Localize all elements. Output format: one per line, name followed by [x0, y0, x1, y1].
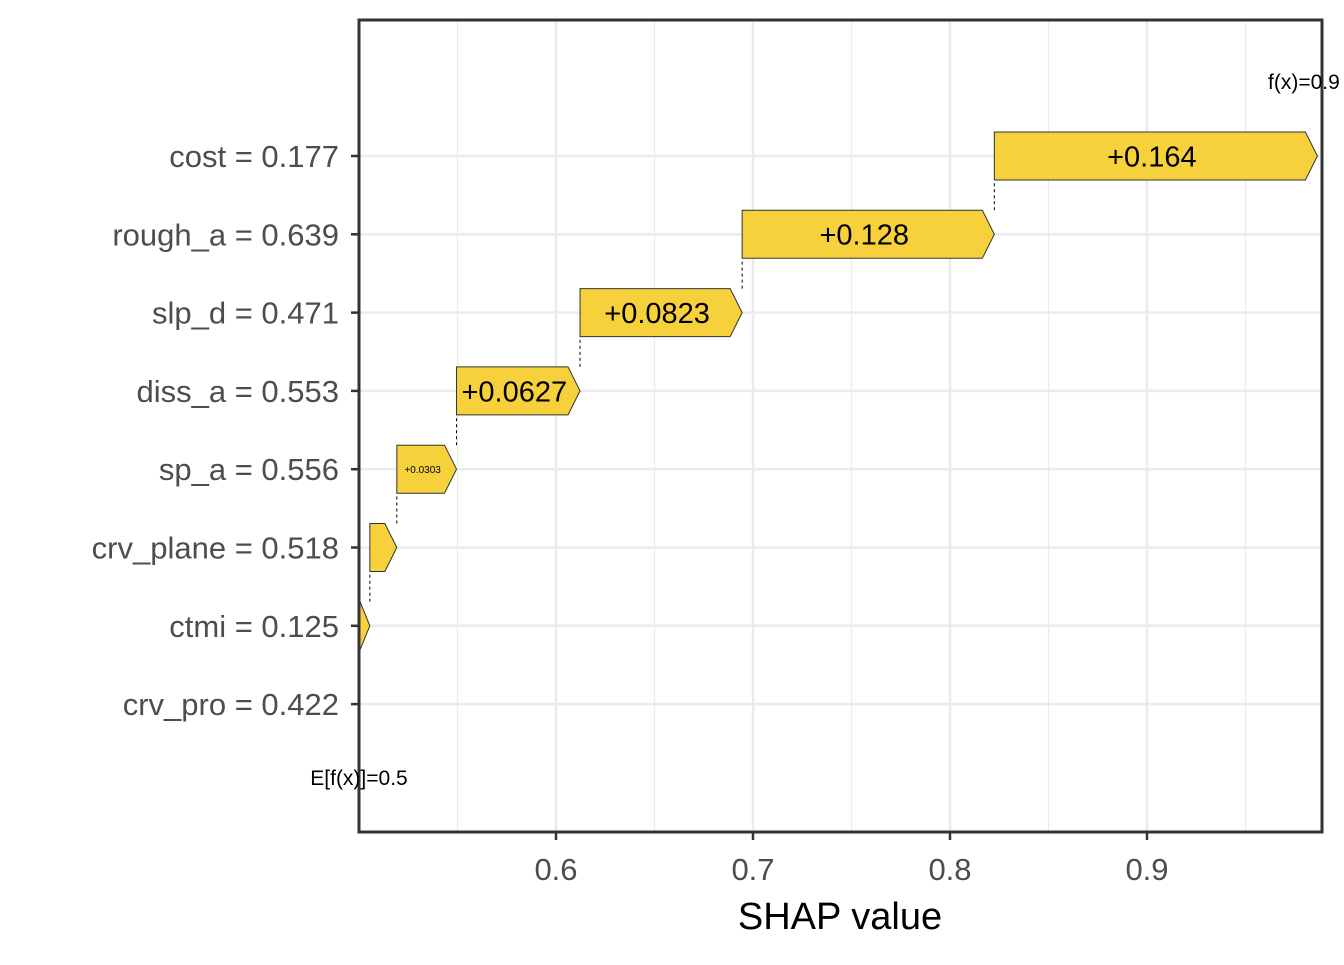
bar — [579, 288, 743, 338]
y-tick-label: crv_pro = 0.422 — [123, 687, 339, 722]
y-axis-labels: cost = 0.177 rough_a = 0.639 slp_d = 0.471… — [92, 139, 359, 722]
bar-value-label: +0.0627 — [461, 376, 567, 408]
x-tick-label: 0.9 — [1125, 852, 1168, 887]
y-tick-label: crv_plane = 0.518 — [92, 531, 339, 566]
bar — [456, 366, 581, 416]
connector-lines — [369, 180, 995, 602]
bar-value-label: +0.0823 — [604, 298, 710, 330]
y-tick-label: slp_d = 0.471 — [152, 296, 339, 331]
bar — [741, 209, 995, 259]
x-tick-label: 0.6 — [534, 852, 577, 887]
x-axis-title: SHAP value — [738, 896, 942, 938]
bar-value-label: +0.128 — [819, 220, 909, 252]
x-tick-label: 0.8 — [928, 852, 971, 887]
bars: +0.164 +0.128 +0.0823 +0.0627 +0.0303 — [358, 131, 1318, 651]
y-tick-label: cost = 0.177 — [169, 139, 339, 174]
base-value-label: E[f(x)]=0.5 — [310, 767, 407, 790]
y-tick-label: ctmi = 0.125 — [169, 609, 339, 644]
y-tick-label: rough_a = 0.639 — [112, 217, 339, 252]
bar-value-label: +0.0303 — [404, 465, 441, 476]
bar — [396, 444, 458, 494]
x-tick-label: 0.7 — [731, 852, 774, 887]
y-tick-label: diss_a = 0.553 — [136, 374, 339, 409]
final-value-label: f(x)=0.9 — [1268, 71, 1340, 94]
plot-border — [357, 18, 1324, 834]
x-axis-ticks: 0.6 0.7 0.8 0.9 — [534, 832, 1169, 887]
bar — [993, 131, 1318, 181]
bar-value-label: +0.164 — [1107, 141, 1197, 173]
bar — [369, 523, 398, 572]
y-tick-label: sp_a = 0.556 — [159, 452, 339, 487]
